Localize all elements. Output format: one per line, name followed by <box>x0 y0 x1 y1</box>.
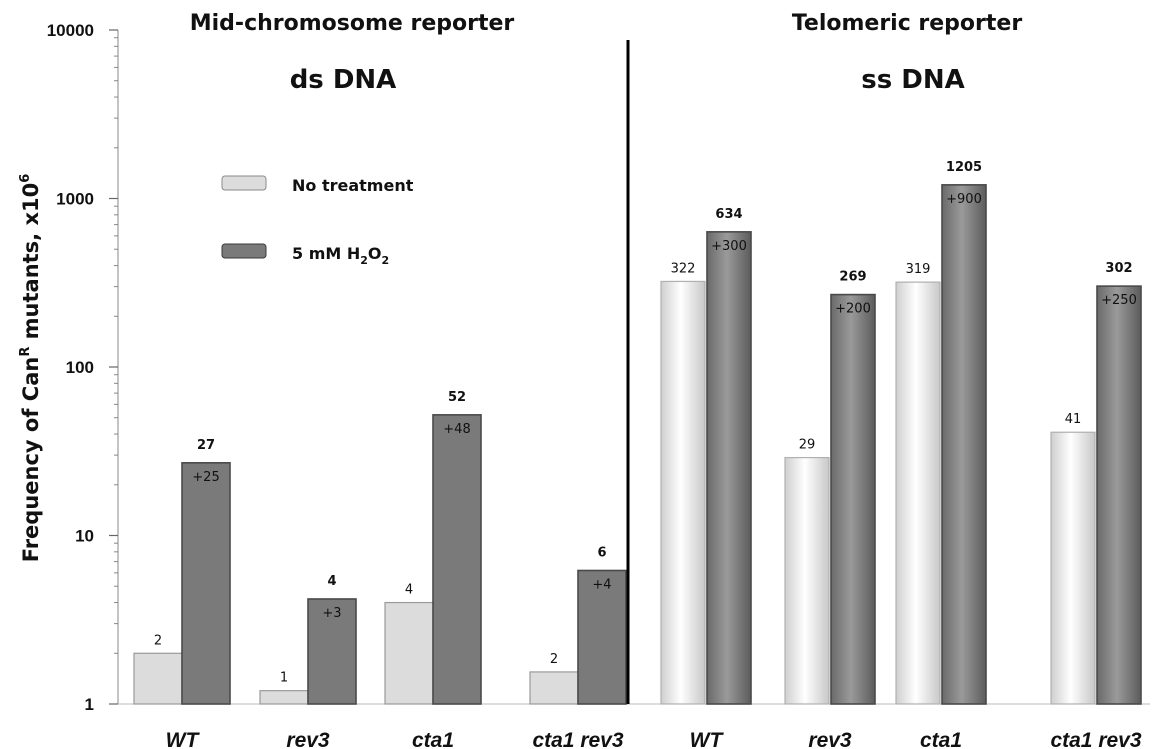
bar-no-treatment <box>133 652 183 705</box>
bar-h2o2 <box>706 231 752 705</box>
x-category-label: cta1 rev3 <box>532 729 623 749</box>
x-category-label: WT <box>166 729 201 749</box>
bar-h2o2 <box>577 569 627 705</box>
bar-h2o2 <box>1096 285 1142 705</box>
data-label-h2o2: 269 <box>839 270 866 285</box>
y-tick-label: 10 <box>75 527 94 546</box>
bar-labels: 2 27 +25 WT 1 4 +3 rev3 4 52 +48 cta1 2 6 +4 cta1 rev3 3… <box>154 160 1142 749</box>
bar-h2o2 <box>181 462 231 705</box>
bar-h2o2 <box>307 598 357 705</box>
increase-label: +4 <box>592 577 611 592</box>
increase-label: +300 <box>711 239 747 254</box>
data-label-h2o2: 27 <box>197 438 215 453</box>
panel-subtitle-ds: ds DNA <box>290 65 397 95</box>
x-category-label: cta1 rev3 <box>1050 729 1141 749</box>
bar-no-treatment <box>784 456 830 705</box>
bar-h2o2 <box>941 184 987 705</box>
bar-no-treatment <box>259 690 309 705</box>
data-label-h2o2: 4 <box>327 574 336 589</box>
y-tick-label: 1000 <box>56 190 94 209</box>
data-label-no-treatment: 41 <box>1065 412 1082 427</box>
data-label-h2o2: 302 <box>1105 261 1132 276</box>
data-label-no-treatment: 1 <box>280 671 288 686</box>
increase-label: +25 <box>192 470 219 485</box>
legend-swatch-no-treatment <box>221 175 267 191</box>
x-category-label: cta1 <box>412 729 454 749</box>
increase-label: +3 <box>322 606 341 621</box>
legend-label-h2o2: 5 mM H2O2 <box>292 244 389 267</box>
increase-label: +900 <box>946 192 982 207</box>
panel-title-telomeric: Telomeric reporter <box>792 11 1023 36</box>
x-category-label: rev3 <box>286 729 330 749</box>
legend-swatch-h2o2 <box>221 243 267 259</box>
bar-no-treatment <box>384 601 434 705</box>
data-label-h2o2: 6 <box>597 545 606 560</box>
bar-no-treatment <box>1050 431 1096 705</box>
y-tick-label: 100 <box>66 358 94 377</box>
increase-label: +48 <box>443 422 470 437</box>
panel-subtitle-ss: ss DNA <box>861 65 964 95</box>
data-label-h2o2: 1205 <box>946 160 982 175</box>
data-label-h2o2: 52 <box>448 390 466 405</box>
increase-label: +250 <box>1101 293 1137 308</box>
data-label-no-treatment: 2 <box>154 633 162 648</box>
y-axis-label: Frequency of CanR mutants, x106 <box>18 174 43 563</box>
data-label-no-treatment: 2 <box>550 652 558 667</box>
x-category-label: WT <box>690 729 725 749</box>
bars <box>133 184 1142 705</box>
x-category-label: rev3 <box>808 729 852 749</box>
legend-label-no-treatment: No treatment <box>292 176 414 195</box>
bar-no-treatment <box>529 671 579 705</box>
bar-h2o2 <box>830 293 876 705</box>
bar-no-treatment <box>660 280 706 705</box>
increase-label: +200 <box>835 302 871 317</box>
data-label-no-treatment: 29 <box>799 438 816 453</box>
y-tick-label: 10000 <box>47 21 94 40</box>
legend: No treatment 5 mM H2O2 <box>221 175 414 267</box>
data-label-no-treatment: 4 <box>405 583 413 598</box>
data-label-no-treatment: 322 <box>671 261 696 276</box>
x-category-label: cta1 <box>920 729 962 749</box>
panel-title-mid: Mid-chromosome reporter <box>190 11 515 36</box>
data-label-h2o2: 634 <box>715 207 742 222</box>
bar-no-treatment <box>895 281 941 705</box>
y-tick-label: 1 <box>85 695 94 714</box>
bar-h2o2 <box>432 414 482 705</box>
data-label-no-treatment: 319 <box>906 262 931 277</box>
